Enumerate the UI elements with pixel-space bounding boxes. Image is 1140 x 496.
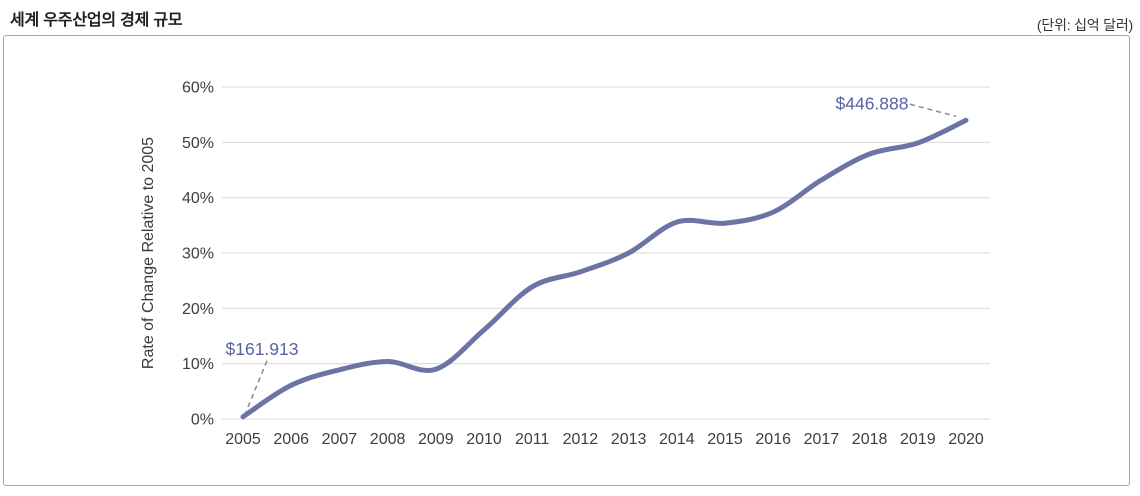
x-tick-label: 2018 xyxy=(852,431,888,448)
series-line xyxy=(240,117,969,420)
x-tick-label: 2005 xyxy=(225,431,261,448)
x-tick-label: 2019 xyxy=(900,431,936,448)
y-tick-label: 60% xyxy=(182,80,214,97)
x-tick-label: 2007 xyxy=(322,431,358,448)
annotation-pointer-2020 xyxy=(909,103,957,117)
x-tick-label: 2008 xyxy=(370,431,406,448)
page-title: 세계 우주산업의 경제 규모 xyxy=(10,12,183,29)
annotation-label-2020: $446.888 xyxy=(836,93,909,113)
y-tick-label: 30% xyxy=(182,246,214,263)
annotation-label-2005: $161.913 xyxy=(226,339,299,359)
x-tick-label: 2006 xyxy=(273,431,309,448)
x-tick-label: 2016 xyxy=(755,431,791,448)
x-tick-label: 2014 xyxy=(659,431,695,448)
x-tick-label: 2020 xyxy=(948,431,984,448)
y-tick-label: 20% xyxy=(182,301,214,318)
unit-label: (단위: 십억 달러) xyxy=(1036,17,1133,33)
x-tick-label: 2009 xyxy=(418,431,454,448)
y-tick-label: 40% xyxy=(182,190,214,207)
x-tick-label: 2011 xyxy=(515,431,550,448)
x-tick-label: 2015 xyxy=(707,431,743,448)
x-tick-label: 2017 xyxy=(804,431,840,448)
y-tick-label: 50% xyxy=(182,135,214,152)
x-tick-label: 2013 xyxy=(611,431,647,448)
x-tick-label: 2010 xyxy=(466,431,502,448)
x-tick-label: 2012 xyxy=(563,431,599,448)
y-tick-label: 10% xyxy=(182,356,214,373)
y-axis-title: Rate of Change Relative to 2005 xyxy=(140,137,157,369)
y-tick-label: 0% xyxy=(191,412,214,429)
annotation-pointer-2005 xyxy=(245,360,268,413)
chart-panel xyxy=(3,35,1130,486)
